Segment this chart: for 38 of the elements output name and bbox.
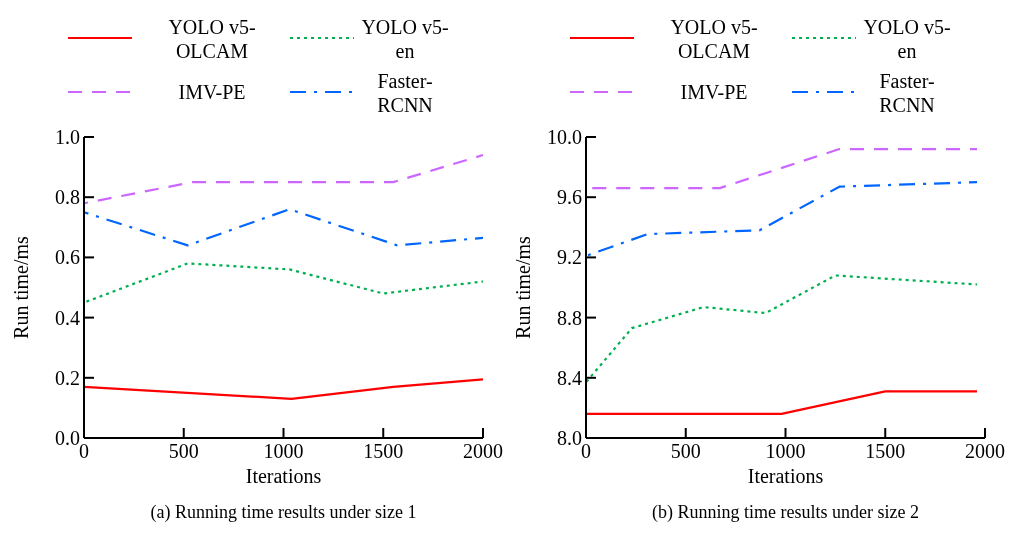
y-tick-label: 1.0 [55, 126, 80, 148]
x-tick-label: 1000 [765, 440, 806, 462]
y-tick-label: 8.4 [557, 366, 582, 389]
y-tick-label: 0.6 [55, 246, 80, 269]
line-series [584, 274, 979, 384]
legend-label: IMV-PE [680, 81, 748, 103]
x-tick-label: 0 [581, 440, 591, 462]
text: (b) Running time results under size 2 [652, 502, 919, 523]
text: (a) Running time results under size 1 [150, 502, 417, 523]
x-axis-title: Iterations [747, 465, 824, 487]
y-tick-label: 9.6 [557, 186, 582, 209]
x-axis-title: Iterations [245, 465, 322, 487]
legend-label: YOLO v5-OLCAM [168, 16, 256, 62]
legend-label: YOLO v5-OLCAM [670, 16, 758, 62]
legend-label: YOLO v5-en [863, 16, 951, 62]
y-tick-label: 0.0 [55, 427, 80, 449]
x-tick-label: 500 [168, 440, 199, 462]
x-tick-label: 2000 [965, 440, 1005, 462]
y-tick-label: 0.8 [55, 186, 80, 209]
legend-label: Faster-RCNN [377, 70, 433, 116]
x-tick-label: 500 [670, 440, 701, 462]
y-tick-label: 0.2 [55, 366, 80, 389]
x-tick-label: 0 [79, 440, 89, 462]
y-tick-label: 8.0 [557, 427, 582, 449]
x-tick-label: 1000 [263, 440, 304, 462]
y-tick-label: 0.4 [55, 306, 80, 329]
y-axis-title: Run time/ms [512, 235, 534, 339]
line-series [82, 208, 485, 247]
legend-label: Faster-RCNN [879, 70, 935, 116]
x-tick-label: 2000 [463, 440, 503, 462]
y-axis-title: Run time/ms [10, 235, 32, 339]
y-tick-label: 10.0 [547, 126, 582, 148]
y-tick-label: 8.8 [557, 306, 582, 329]
legend-label: YOLO v5-en [361, 16, 449, 62]
y-tick-label: 9.2 [557, 246, 582, 269]
x-tick-label: 1500 [865, 440, 906, 462]
legend-label: IMV-PE [178, 81, 246, 103]
x-tick-label: 1500 [363, 440, 404, 462]
